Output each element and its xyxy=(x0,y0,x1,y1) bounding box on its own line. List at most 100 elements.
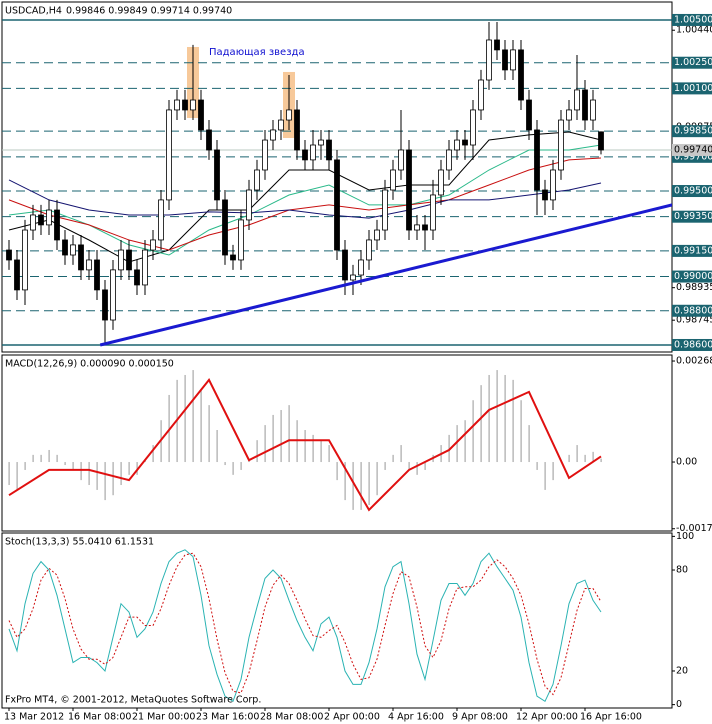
candle-body xyxy=(318,139,324,146)
level-box xyxy=(672,13,712,26)
macd-bar xyxy=(592,451,594,463)
candle-body xyxy=(326,139,332,161)
candle-body xyxy=(550,169,556,201)
candle-body xyxy=(374,229,380,241)
macd-bar xyxy=(408,462,410,470)
macd-bar xyxy=(32,454,34,463)
x-tick-label: 23 Mar 16:00 xyxy=(196,712,259,723)
candle-body xyxy=(294,109,300,151)
pane-title: Stoch(13,3,3) 55.0410 61.1531 xyxy=(5,537,154,548)
pane-frame xyxy=(1,354,673,532)
macd-bar xyxy=(216,429,218,463)
y-tick-label: 80 xyxy=(676,565,688,576)
macd-bar xyxy=(312,434,314,463)
macd-bar xyxy=(16,462,18,490)
macd-bar xyxy=(184,374,186,463)
candle-body xyxy=(390,169,396,191)
candle-body xyxy=(54,209,60,241)
candle-body xyxy=(510,49,516,71)
candle-body xyxy=(422,224,428,231)
level-label: 0.98600 xyxy=(674,339,712,350)
candle-body xyxy=(398,149,404,171)
macd-bar xyxy=(392,454,394,463)
macd-bar xyxy=(552,462,554,481)
y-tick-label: 1.00440 xyxy=(676,25,712,36)
candle-body xyxy=(14,259,20,291)
level-box xyxy=(672,244,712,257)
candle-body xyxy=(470,109,476,146)
candle-body xyxy=(486,39,492,81)
macd-bar xyxy=(256,440,258,463)
candle-body xyxy=(222,199,228,256)
level-label: 0.99850 xyxy=(674,126,712,137)
macd-bar xyxy=(40,454,42,463)
price-plot xyxy=(2,19,672,347)
macd-bar xyxy=(200,390,202,463)
macd-bar xyxy=(344,462,346,501)
macd-bar xyxy=(416,462,418,475)
candle-body xyxy=(30,214,36,231)
x-tick-label: 16 Apr 16:00 xyxy=(580,712,642,723)
candle-body xyxy=(558,119,564,171)
moving-average xyxy=(8,131,602,263)
annotation: Падающая звезда xyxy=(209,47,305,58)
level-box xyxy=(672,56,712,69)
candle-body xyxy=(174,99,180,111)
macd-bar xyxy=(192,370,194,463)
macd-bar xyxy=(352,462,354,510)
candle-body xyxy=(462,139,468,146)
candle-body xyxy=(502,49,508,71)
macd-bar xyxy=(128,462,130,475)
y-tick-label: -0.00177 xyxy=(676,523,712,534)
macd-bar xyxy=(8,462,10,486)
macd-bar xyxy=(232,462,234,475)
x-tick-label: 16 Mar 08:00 xyxy=(68,712,131,723)
candle-body xyxy=(302,149,308,161)
candle-body xyxy=(526,99,532,131)
x-tick-label: 12 Apr 00:00 xyxy=(516,712,578,723)
macd-bar xyxy=(80,462,82,481)
candle-body xyxy=(310,144,316,161)
candle-body xyxy=(38,214,44,226)
candle-body xyxy=(494,39,500,51)
moving-average xyxy=(8,179,602,219)
macd-bar xyxy=(64,462,66,466)
level-label: 0.98800 xyxy=(674,305,712,316)
candle-body xyxy=(102,289,108,321)
macd-bar xyxy=(360,462,362,510)
current-price-box xyxy=(672,143,712,156)
pane-frame xyxy=(1,532,673,709)
candle-body xyxy=(446,149,452,171)
level-box xyxy=(672,125,712,138)
level-box xyxy=(672,82,712,95)
candle-body xyxy=(246,189,252,221)
level-box xyxy=(672,210,712,223)
candle-body xyxy=(342,249,348,281)
candle-body xyxy=(182,99,188,111)
candle-body xyxy=(158,199,164,241)
x-tick-label: 4 Apr 16:00 xyxy=(388,712,444,723)
candle-body xyxy=(134,269,140,286)
macd-bar xyxy=(24,462,26,470)
macd-bar xyxy=(368,462,370,505)
macd-bar xyxy=(496,370,498,463)
candle-body xyxy=(574,89,580,111)
candle-body xyxy=(518,49,524,101)
y-tick-label: 0.98745 xyxy=(676,315,712,326)
macd-bar xyxy=(152,445,154,463)
candle-body xyxy=(598,131,604,151)
candle-body xyxy=(86,259,92,271)
pane-title: USDCAD,H4 xyxy=(5,6,62,17)
candle-body xyxy=(358,259,364,276)
macd-bar xyxy=(336,462,338,481)
y-tick-label: 0.98935 xyxy=(676,282,712,293)
macd-bar xyxy=(72,462,74,470)
level-box xyxy=(672,185,712,198)
candle-body xyxy=(582,89,588,121)
macd-bar xyxy=(488,374,490,463)
macd-bar xyxy=(448,434,450,463)
candle-body xyxy=(270,129,276,141)
candle-body xyxy=(142,249,148,286)
candle-body xyxy=(366,239,372,261)
current-price-label: 0.99740 xyxy=(674,144,712,155)
